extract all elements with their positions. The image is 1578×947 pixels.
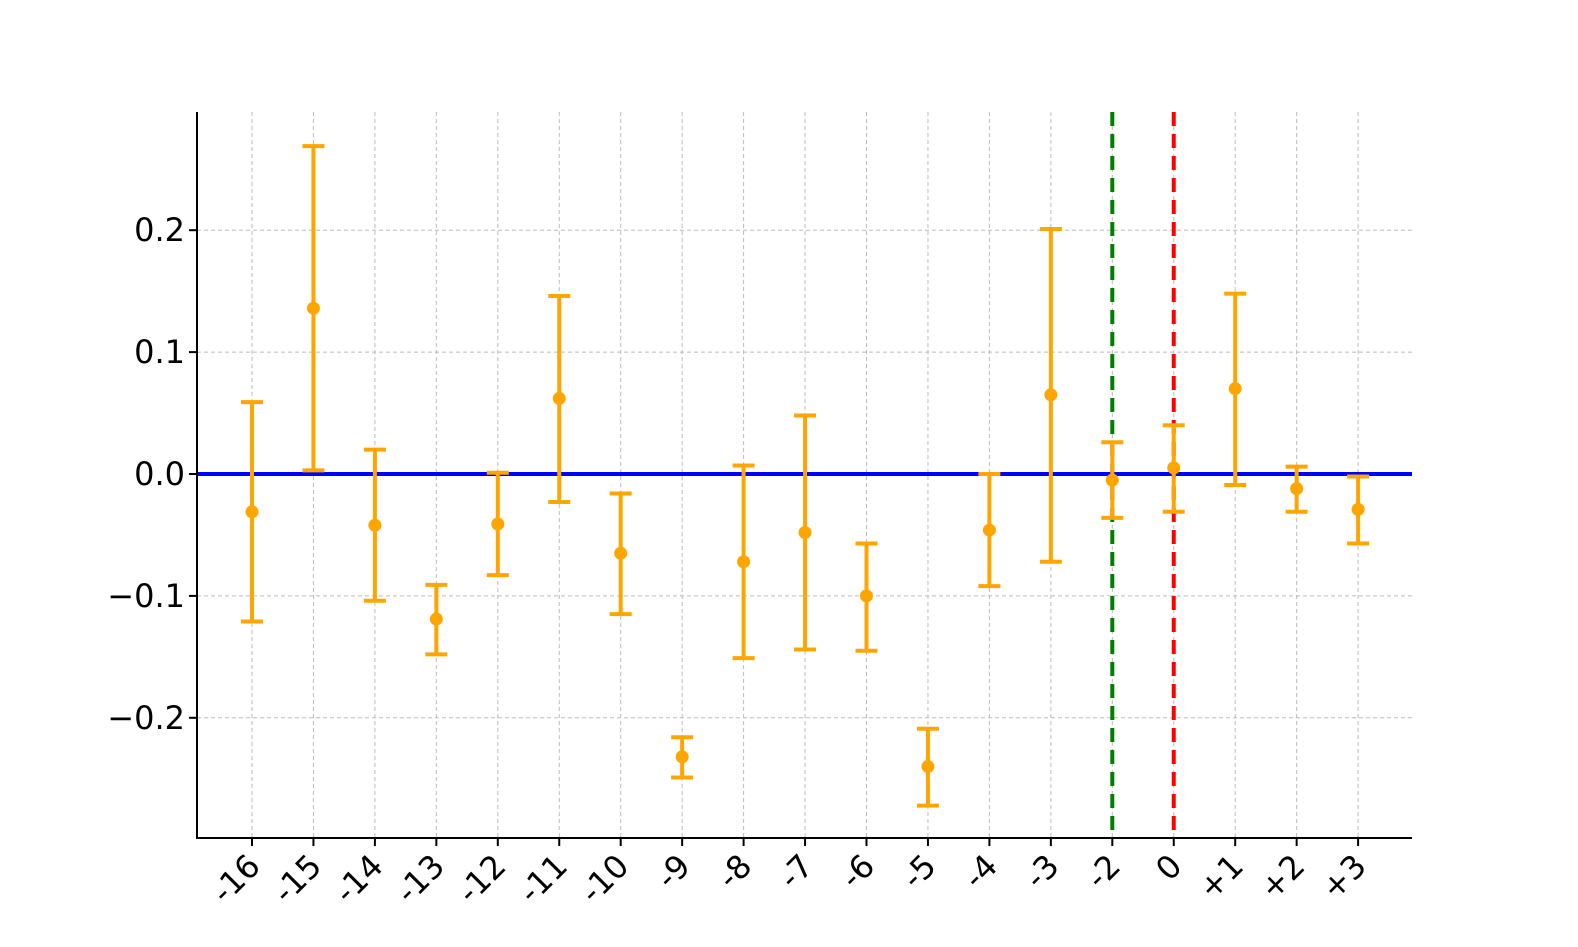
data-point: [737, 555, 751, 569]
data-point: [491, 517, 505, 531]
data-point: [1351, 502, 1365, 516]
data-point: [1167, 461, 1181, 475]
y-tick-label: 0.2: [134, 211, 185, 249]
data-point: [798, 526, 812, 540]
x-tick-label: -9: [648, 847, 697, 896]
x-tick-label: -13: [388, 847, 452, 911]
data-point: [921, 760, 935, 774]
data-point: [245, 505, 259, 519]
x-tick-label: +3: [1314, 847, 1374, 907]
data-point: [306, 301, 320, 315]
x-tick-label: -6: [833, 847, 882, 896]
data-point: [982, 523, 996, 537]
axes: −0.2 −0.1 0.0 0.1 0.2 -16-15-14-13-12-11-10 -9…: [107, 112, 1412, 911]
data-point: [1228, 382, 1242, 396]
data-layer: [241, 144, 1370, 808]
data-point: [552, 391, 566, 405]
x-tick-label: -11: [511, 847, 575, 911]
y-tick-label: −0.2: [107, 699, 185, 737]
data-point: [675, 750, 689, 764]
x-tick-label: -10: [573, 847, 637, 911]
x-tick-label: -8: [710, 847, 759, 896]
data-point: [860, 589, 873, 603]
x-tick-label: -5: [894, 847, 943, 896]
y-tick-label: 0.0: [134, 455, 185, 493]
data-point: [1105, 473, 1119, 487]
x-tick-label: -3: [1017, 847, 1066, 896]
y-tick-label: −0.1: [107, 577, 185, 615]
data-point: [1290, 482, 1304, 496]
data-point: [368, 518, 382, 532]
x-tick-label: +1: [1191, 847, 1251, 907]
data-point: [429, 612, 443, 626]
x-tick-label: -4: [956, 847, 1005, 896]
x-tick-label: -2: [1079, 847, 1128, 896]
x-tick-label: -15: [265, 847, 329, 911]
x-tick-label: -7: [771, 847, 820, 896]
x-tick-label: 0: [1148, 847, 1189, 888]
data-point: [614, 546, 628, 560]
x-tick-label: -16: [204, 847, 268, 911]
x-tick-label: +2: [1252, 847, 1312, 907]
x-tick-label: -12: [450, 847, 514, 911]
y-tick-label: 0.1: [134, 333, 185, 371]
x-tick-label: -14: [327, 847, 391, 911]
data-point: [1044, 388, 1058, 402]
